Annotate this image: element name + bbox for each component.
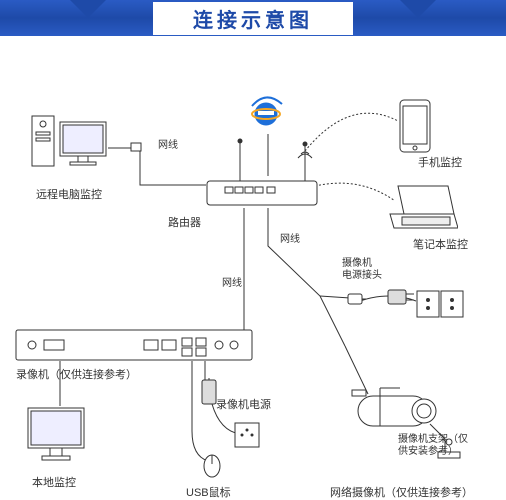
camera-power-adapter-icon <box>386 284 416 315</box>
edge-router-laptop <box>315 183 395 201</box>
usb-mouse-icon <box>202 452 222 483</box>
laptop-icon <box>388 184 458 237</box>
connection-diagram: 远程电脑监控 路由器 手机监控 笔记本监控 录像机（仅供连接参考） 录像机电源 … <box>0 36 506 500</box>
label-ip-camera: 网络摄像机（仅供连接参考） <box>330 484 473 500</box>
edge-label-router-cam: 网线 <box>280 230 300 245</box>
edge-label-router-nvr: 网线 <box>222 274 242 289</box>
edge-label-pc-router: 网线 <box>158 136 178 151</box>
desktop-pc-icon <box>30 114 110 189</box>
label-laptop: 笔记本监控 <box>413 236 468 252</box>
smartphone-icon <box>398 98 432 159</box>
wall-socket-left-icon <box>234 422 260 453</box>
label-usb-mouse: USB鼠标 <box>186 484 231 500</box>
label-cam-bracket: 摄像机支架（仅供安装参考） <box>398 434 468 458</box>
nvr-recorder-icon <box>14 328 254 371</box>
banner-triangle-left <box>70 0 106 18</box>
label-remote-pc: 远程电脑监控 <box>36 186 102 202</box>
edge-router-cam <box>268 208 345 346</box>
label-nvr: 录像机（仅供连接参考） <box>16 366 137 382</box>
label-phone: 手机监控 <box>418 154 462 170</box>
page-title: 连接示意图 <box>153 2 353 35</box>
label-router: 路由器 <box>168 214 201 230</box>
label-monitor: 本地监控 <box>32 474 76 490</box>
label-nvr-power: 录像机电源 <box>216 396 271 412</box>
rj45-plug-icon <box>130 140 144 158</box>
ie-logo-icon <box>248 94 284 135</box>
camera-power-plug-icon <box>346 290 366 315</box>
monitor-icon <box>24 406 88 471</box>
wall-socket-right-icon <box>416 290 464 325</box>
title-banner: 连接示意图 <box>0 0 506 36</box>
edge-pc-router <box>108 148 206 185</box>
router-icon <box>205 136 320 216</box>
label-cam-power: 摄像机电源接头 <box>342 258 382 282</box>
banner-triangle-right <box>400 0 436 18</box>
